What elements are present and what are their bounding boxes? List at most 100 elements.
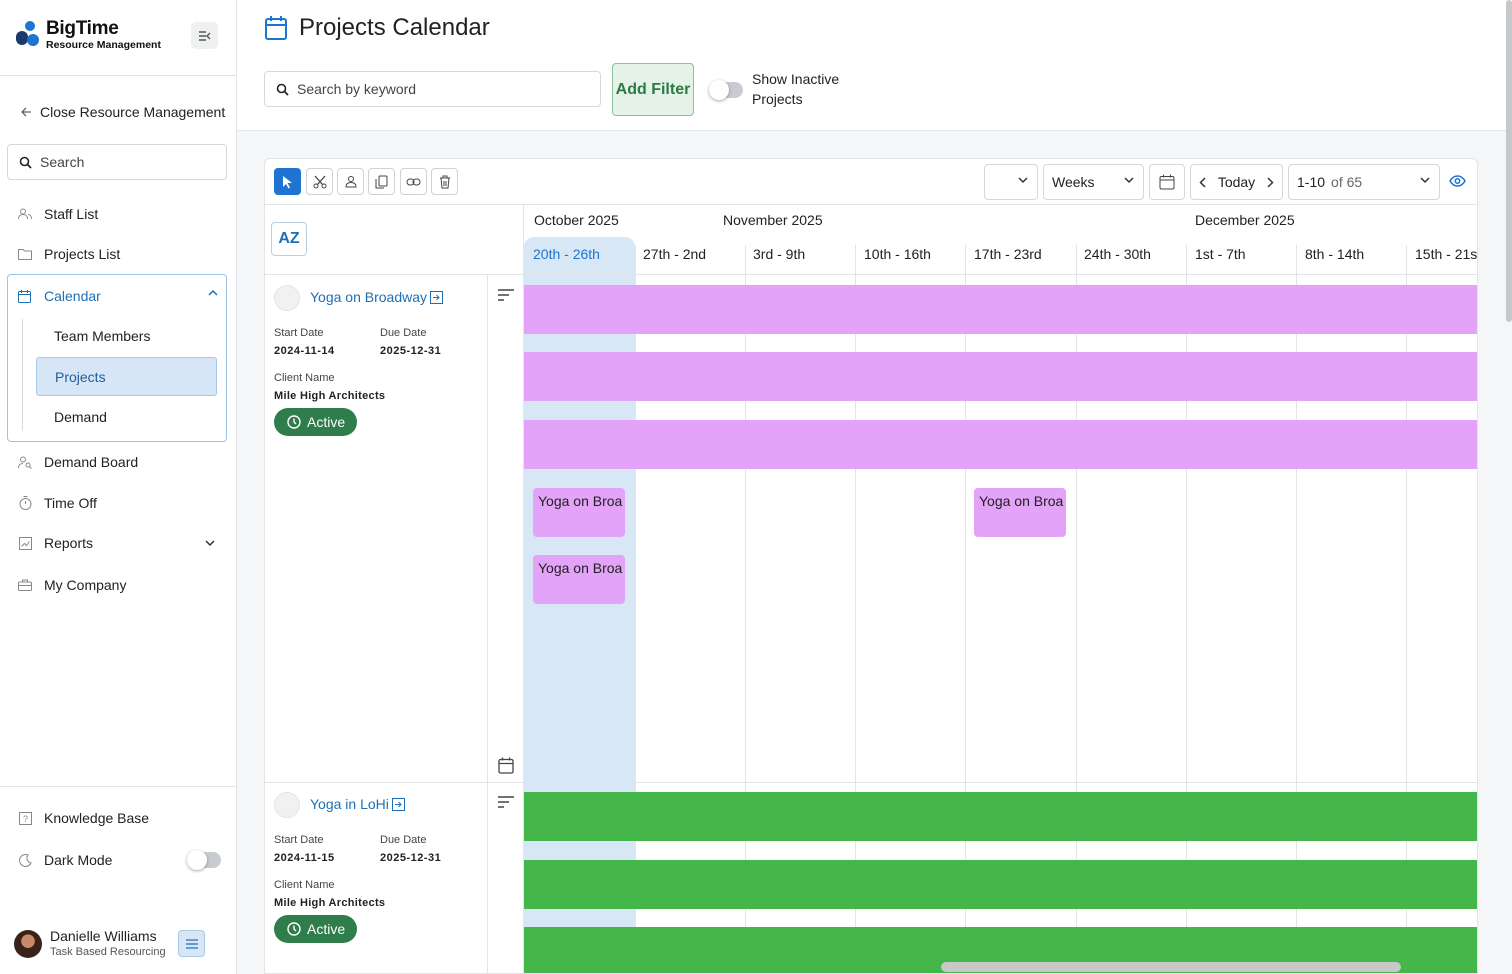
month-label: October 2025	[534, 212, 619, 228]
logo-icon	[16, 21, 39, 46]
show-inactive-toggle[interactable]	[709, 80, 743, 100]
knowledge-base-label: Knowledge Base	[44, 810, 150, 826]
sidebar-item-demand-board[interactable]: Demand Board	[18, 450, 138, 474]
chevron-down-icon	[205, 540, 215, 547]
divider	[487, 275, 488, 973]
sidebar-search-placeholder: Search	[40, 154, 85, 170]
sidebar-subitem-demand[interactable]: Demand	[54, 409, 107, 425]
allocation-chip[interactable]: Yoga on Broa	[974, 488, 1066, 537]
week-header[interactable]: 27th - 2nd	[643, 246, 707, 262]
week-header[interactable]: 24th - 30th	[1084, 246, 1151, 262]
allocation-bar[interactable]	[524, 860, 1477, 909]
user-profile: Danielle Williams Task Based Resourcing	[14, 926, 224, 962]
clock-icon	[287, 415, 301, 429]
week-header[interactable]: 15th - 21st	[1415, 246, 1478, 262]
sidebar-item-my-company[interactable]: My Company	[18, 573, 126, 597]
chevron-down-icon	[1018, 177, 1028, 184]
sidebar-subitem-projects[interactable]: Projects	[36, 357, 217, 396]
stopwatch-icon	[18, 496, 32, 510]
sidebar-subitem-team-members[interactable]: Team Members	[54, 328, 151, 344]
week-divider	[855, 245, 856, 973]
project-card: Yoga in LoHi Start Date Due Date 2024-11…	[265, 792, 487, 952]
start-date-label: Start Date	[274, 834, 324, 846]
sidebar-search-input[interactable]: Search	[7, 144, 227, 180]
due-date-label: Due Date	[380, 327, 427, 339]
keyword-search-placeholder: Search by keyword	[297, 81, 417, 97]
sidebar-item-calendar[interactable]: Calendar	[18, 285, 218, 307]
allocation-chip[interactable]: Yoga on Broa	[533, 555, 625, 604]
month-label: November 2025	[723, 212, 823, 228]
close-resource-management-link[interactable]: Close Resource Management	[20, 101, 225, 123]
due-date-value: 2025-12-31	[380, 345, 442, 357]
allocation-bar[interactable]	[524, 792, 1477, 841]
sort-az-button[interactable]: AZ	[271, 222, 307, 256]
collapse-sidebar-button[interactable]	[191, 22, 218, 49]
project-name: Yoga in LoHi	[310, 796, 389, 812]
row-separator	[265, 782, 1477, 783]
week-header[interactable]: 8th - 14th	[1305, 246, 1365, 262]
calendar-nav-group: Calendar Team Members Projects Demand	[7, 274, 227, 442]
vertical-scrollbar[interactable]	[1506, 0, 1512, 322]
client-name-label: Client Name	[274, 372, 335, 384]
assign-tool-button[interactable]	[337, 168, 364, 195]
chevron-left-icon[interactable]	[1199, 176, 1206, 188]
show-inactive-label: Show Inactive Projects	[752, 71, 840, 107]
calendar-icon	[265, 16, 287, 40]
start-date-label: Start Date	[274, 327, 324, 339]
allocation-bar[interactable]	[524, 352, 1477, 401]
avatar	[14, 930, 42, 958]
allocation-bar[interactable]	[524, 285, 1477, 334]
sidebar-item-time-off[interactable]: Time Off	[18, 491, 97, 515]
sidebar-item-label: Calendar	[44, 288, 101, 304]
sort-lines-icon[interactable]	[498, 289, 514, 301]
calendar-icon[interactable]	[498, 757, 514, 774]
person-search-icon	[18, 455, 32, 469]
add-filter-label: Add Filter	[615, 80, 691, 98]
chevron-down-icon	[1124, 177, 1134, 184]
people-icon	[18, 207, 32, 221]
project-name-link[interactable]: Yoga on Broadway	[310, 289, 444, 305]
week-divider	[1186, 245, 1187, 973]
select-tool-button[interactable]	[274, 168, 301, 195]
user-menu-button[interactable]	[178, 930, 205, 957]
due-date-value: 2025-12-31	[380, 852, 442, 864]
eye-icon[interactable]	[1449, 175, 1466, 187]
horizontal-scrollbar[interactable]	[941, 962, 1401, 972]
project-name-link[interactable]: Yoga in LoHi	[310, 796, 405, 812]
knowledge-base-link[interactable]: ? Knowledge Base	[18, 806, 149, 830]
week-header[interactable]: 17th - 23rd	[974, 246, 1042, 262]
sort-az-icon: AZ	[278, 230, 300, 247]
brand-logo[interactable]: BigTime Resource Management	[16, 18, 176, 54]
link-tool-button[interactable]	[400, 168, 427, 195]
user-name: Danielle Williams	[50, 928, 157, 944]
sidebar-item-staff-list[interactable]: Staff List	[18, 202, 98, 226]
date-picker-button[interactable]	[1149, 164, 1185, 200]
delete-tool-button[interactable]	[431, 168, 458, 195]
week-header[interactable]: 10th - 16th	[864, 246, 931, 262]
copy-tool-button[interactable]	[368, 168, 395, 195]
dark-mode-toggle[interactable]	[187, 850, 221, 870]
week-header[interactable]: 1st - 7th	[1195, 246, 1246, 262]
week-header[interactable]: 3rd - 9th	[753, 246, 806, 262]
week-header-current[interactable]: 20th - 26th	[533, 246, 600, 262]
chevron-down-icon	[1420, 177, 1430, 184]
allocation-bar[interactable]	[524, 420, 1477, 469]
chevron-right-icon[interactable]	[1267, 176, 1274, 188]
add-filter-button[interactable]: Add Filter	[612, 63, 694, 116]
allocation-chip[interactable]: Yoga on Broa	[533, 488, 625, 537]
filter-select[interactable]	[984, 164, 1038, 200]
keyword-search-input[interactable]: Search by keyword	[264, 71, 601, 107]
calendar-toolbar: Weeks Today 1-10 of 65	[265, 159, 1477, 205]
sort-lines-icon[interactable]	[498, 796, 514, 808]
page-range: 1-10	[1297, 174, 1326, 190]
cut-tool-button[interactable]	[306, 168, 333, 195]
sidebar-item-reports[interactable]: Reports	[18, 531, 218, 555]
project-list-column: AZ Yoga on Broadway Start Date Due Date …	[265, 205, 524, 973]
week-divider	[965, 245, 966, 973]
sidebar-item-projects-list[interactable]: Projects List	[18, 242, 120, 266]
view-select[interactable]: Weeks	[1043, 164, 1144, 200]
project-card: Yoga on Broadway Start Date Due Date 202…	[265, 285, 487, 445]
sidebar-subitem-label: Projects	[55, 368, 106, 385]
pagination-select[interactable]: 1-10 of 65	[1288, 164, 1440, 200]
today-button[interactable]: Today	[1217, 174, 1256, 190]
